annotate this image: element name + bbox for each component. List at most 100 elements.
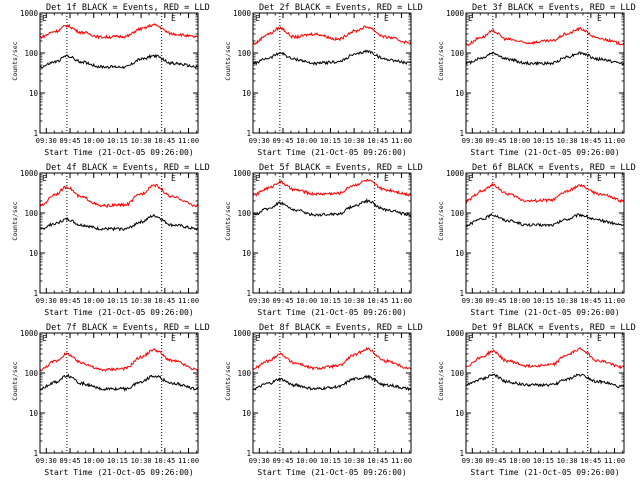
x-tick-label: 09:45 xyxy=(272,137,293,145)
x-tick-label: 10:15 xyxy=(320,137,341,145)
y-tick-label: 10 xyxy=(455,249,465,258)
y-tick-label: 100 xyxy=(237,369,251,378)
lld-series-line xyxy=(465,182,625,204)
y-tick-label: 100 xyxy=(450,49,464,58)
x-tick-label: 09:45 xyxy=(59,457,80,465)
x-axis-label: Start Time (21-Oct-05 09:26:00) xyxy=(257,308,406,317)
x-tick-label: 10:15 xyxy=(107,297,128,305)
e-marker: E xyxy=(597,334,602,343)
x-tick-label: 11:00 xyxy=(178,297,199,305)
x-tick-label: 10:30 xyxy=(344,137,365,145)
x-tick-label: 09:45 xyxy=(485,137,506,145)
panel-title: Det 4f BLACK = Events, RED = LLD xyxy=(46,163,210,173)
panel-title: Det 8f BLACK = Events, RED = LLD xyxy=(259,323,423,333)
events-series-line xyxy=(39,213,199,232)
y-tick-label: 1000 xyxy=(233,329,252,338)
detector-panel-8: Det 8f BLACK = Events, RED = LLD Counts/s… xyxy=(224,323,423,477)
x-tick-label: 10:30 xyxy=(557,137,578,145)
events-series-line xyxy=(465,51,625,66)
events-series-line xyxy=(465,212,625,228)
lld-series-line xyxy=(39,183,199,209)
y-tick-label: 100 xyxy=(237,209,251,218)
x-tick-label: 10:00 xyxy=(509,457,530,465)
panel-title: Det 1f BLACK = Events, RED = LLD xyxy=(46,3,210,13)
y-tick-label: 1 xyxy=(459,129,464,138)
y-axis-label: Counts/sec xyxy=(437,361,445,400)
x-tick-label: 10:30 xyxy=(131,457,152,465)
y-tick-label: 1000 xyxy=(20,329,39,338)
x-tick-label: 10:15 xyxy=(320,297,341,305)
e-marker: E xyxy=(171,174,176,183)
detector-panel-2: Det 2f BLACK = Events, RED = LLD Counts/s… xyxy=(224,3,423,157)
x-tick-label: 09:45 xyxy=(272,297,293,305)
y-tick-label: 10 xyxy=(29,89,39,98)
x-tick-label: 10:45 xyxy=(154,297,175,305)
x-axis-label: Start Time (21-Oct-05 09:26:00) xyxy=(44,468,193,477)
y-tick-label: 1000 xyxy=(446,329,465,338)
e-marker: E xyxy=(597,174,602,183)
plot-frame xyxy=(39,12,199,134)
y-tick-label: 1000 xyxy=(233,169,252,178)
e-marker: E xyxy=(42,174,47,183)
x-axis-label: Start Time (21-Oct-05 09:26:00) xyxy=(470,148,619,157)
x-tick-label: 09:30 xyxy=(462,457,483,465)
lld-series-line xyxy=(252,25,412,45)
y-tick-label: 1 xyxy=(246,289,251,298)
x-tick-label: 10:30 xyxy=(344,457,365,465)
events-series-line xyxy=(465,373,625,389)
x-tick-label: 11:00 xyxy=(178,457,199,465)
x-tick-label: 10:00 xyxy=(296,297,317,305)
lld-series-line xyxy=(252,346,412,371)
x-tick-label: 11:00 xyxy=(604,297,625,305)
lld-series-line xyxy=(39,22,199,40)
x-tick-label: 10:30 xyxy=(131,297,152,305)
x-tick-label: 10:45 xyxy=(580,137,601,145)
x-tick-label: 09:30 xyxy=(36,297,57,305)
x-tick-label: 10:45 xyxy=(154,457,175,465)
x-axis-label: Start Time (21-Oct-05 09:26:00) xyxy=(44,308,193,317)
x-tick-label: 10:45 xyxy=(154,137,175,145)
e-marker: E xyxy=(42,14,47,23)
e-marker: E xyxy=(255,14,260,23)
lld-series-line xyxy=(465,347,625,370)
detector-panel-1: Det 1f BLACK = Events, RED = LLD Counts/s… xyxy=(11,3,210,157)
x-tick-label: 09:30 xyxy=(249,297,270,305)
y-tick-label: 100 xyxy=(24,49,38,58)
y-axis-label: Counts/sec xyxy=(11,41,19,80)
x-tick-label: 11:00 xyxy=(391,297,412,305)
y-axis-label: Counts/sec xyxy=(437,201,445,240)
detector-panel-9: Det 9f BLACK = Events, RED = LLD Counts/s… xyxy=(437,323,636,477)
x-tick-label: 10:00 xyxy=(296,457,317,465)
events-series-line xyxy=(252,197,412,217)
y-tick-label: 10 xyxy=(29,249,39,258)
y-tick-label: 100 xyxy=(24,209,38,218)
y-axis-label: Counts/sec xyxy=(224,361,232,400)
y-axis-label: Counts/sec xyxy=(11,361,19,400)
y-tick-label: 1 xyxy=(246,449,251,458)
y-tick-label: 10 xyxy=(242,89,252,98)
e-marker: E xyxy=(171,334,176,343)
x-tick-label: 10:30 xyxy=(344,297,365,305)
x-tick-label: 10:30 xyxy=(557,297,578,305)
y-tick-label: 100 xyxy=(450,369,464,378)
panel-title: Det 5f BLACK = Events, RED = LLD xyxy=(259,163,423,173)
x-axis-label: Start Time (21-Oct-05 09:26:00) xyxy=(470,308,619,317)
x-tick-label: 09:30 xyxy=(249,137,270,145)
y-tick-label: 1 xyxy=(459,449,464,458)
x-tick-label: 11:00 xyxy=(604,137,625,145)
panel-title: Det 6f BLACK = Events, RED = LLD xyxy=(472,163,636,173)
plot-frame xyxy=(39,332,199,454)
detector-panel-4: Det 4f BLACK = Events, RED = LLD Counts/s… xyxy=(11,163,210,317)
x-tick-label: 09:45 xyxy=(59,137,80,145)
lld-series-line xyxy=(252,178,412,198)
detector-panel-7: Det 7f BLACK = Events, RED = LLD Counts/s… xyxy=(11,323,210,477)
x-axis-label: Start Time (21-Oct-05 09:26:00) xyxy=(470,468,619,477)
x-tick-label: 10:00 xyxy=(296,137,317,145)
y-tick-label: 10 xyxy=(455,89,465,98)
x-tick-label: 09:45 xyxy=(59,297,80,305)
x-tick-label: 09:30 xyxy=(36,137,57,145)
events-series-line xyxy=(39,53,199,70)
x-tick-label: 10:00 xyxy=(83,457,104,465)
x-tick-label: 10:45 xyxy=(580,457,601,465)
